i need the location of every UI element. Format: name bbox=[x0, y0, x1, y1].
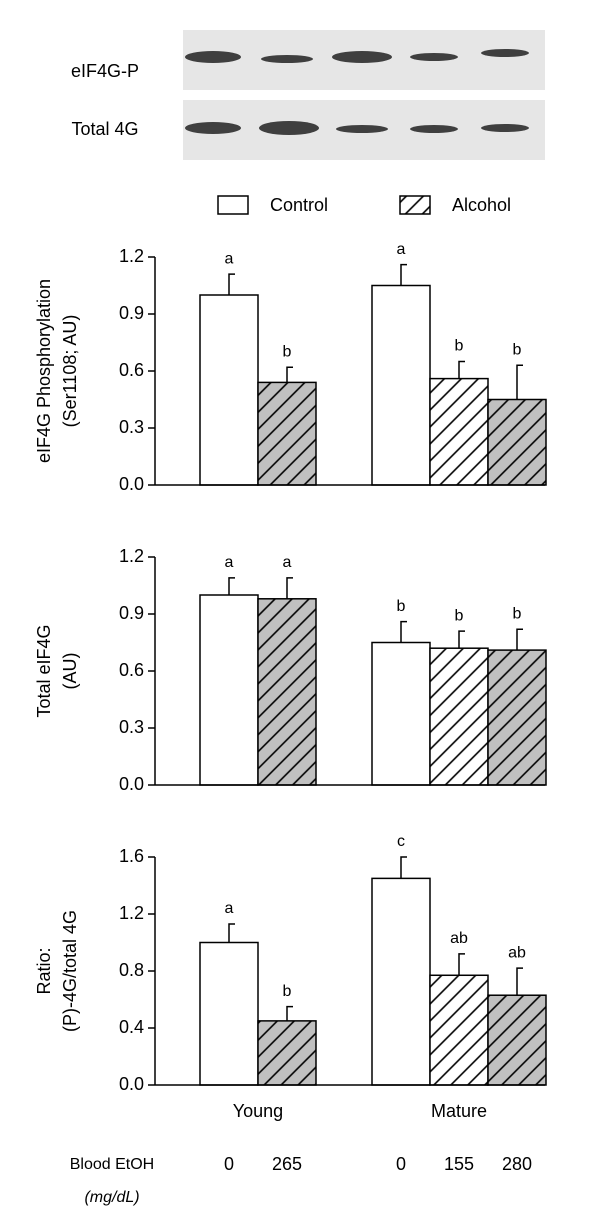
y-axis-label: (AU) bbox=[60, 653, 80, 690]
error-bar bbox=[516, 364, 523, 400]
dose-label: 265 bbox=[272, 1154, 302, 1174]
significance-letter: b bbox=[283, 983, 292, 1000]
y-tick-label: 0.8 bbox=[119, 960, 144, 980]
significance-letter: a bbox=[225, 900, 234, 917]
blot-label: Total 4G bbox=[71, 119, 138, 139]
y-tick-label: 0.0 bbox=[119, 1074, 144, 1094]
dose-label: 0 bbox=[224, 1154, 234, 1174]
legend-swatch bbox=[399, 195, 431, 215]
error-bar bbox=[458, 953, 465, 976]
bar bbox=[429, 974, 489, 1086]
bar-chart: Ratio: (P)-4G/total 4G0.00.40.81.21.6abca… bbox=[34, 833, 547, 1094]
blot-band bbox=[410, 53, 458, 61]
bar bbox=[199, 294, 259, 486]
bar bbox=[429, 377, 489, 486]
error-bar bbox=[458, 630, 465, 649]
dose-label: 0 bbox=[396, 1154, 406, 1174]
y-tick-label: 1.2 bbox=[119, 246, 144, 266]
legend-label: Control bbox=[270, 195, 328, 215]
y-tick-label: 1.2 bbox=[119, 903, 144, 923]
bar bbox=[199, 941, 259, 1086]
blot-band bbox=[185, 122, 241, 134]
blot-band bbox=[336, 125, 388, 133]
significance-letter: b bbox=[283, 343, 292, 360]
blot-label: eIF4G-P bbox=[71, 61, 139, 81]
significance-letter: a bbox=[225, 250, 234, 267]
bar bbox=[429, 647, 489, 786]
y-tick-label: 0.6 bbox=[119, 360, 144, 380]
significance-letter: ab bbox=[450, 930, 468, 947]
bar bbox=[199, 594, 259, 786]
y-tick-label: 0.9 bbox=[119, 303, 144, 323]
bar bbox=[371, 877, 431, 1086]
x-group-label: Mature bbox=[431, 1101, 487, 1121]
error-bar bbox=[286, 577, 293, 599]
blot-band bbox=[332, 51, 392, 63]
dose-row-label: Blood EtOH bbox=[70, 1156, 154, 1173]
significance-letter: c bbox=[397, 833, 405, 850]
error-bar bbox=[286, 1005, 293, 1021]
error-bar bbox=[228, 577, 235, 595]
significance-letter: a bbox=[397, 241, 406, 258]
error-bar bbox=[516, 967, 523, 996]
y-tick-label: 1.6 bbox=[119, 846, 144, 866]
significance-letter: a bbox=[225, 554, 234, 571]
western-blot: eIF4G-P Total 4G bbox=[71, 30, 545, 160]
y-axis-label: (P)-4G/total 4G bbox=[60, 910, 80, 1032]
y-axis-label: eIF4G Phosphorylation bbox=[34, 279, 54, 463]
y-tick-label: 0.9 bbox=[119, 603, 144, 623]
significance-letter: a bbox=[283, 554, 292, 571]
bar bbox=[257, 1020, 317, 1086]
blot-band bbox=[481, 49, 529, 57]
dose-unit: (mg/dL) bbox=[84, 1189, 139, 1206]
error-bar bbox=[516, 628, 523, 651]
bar bbox=[487, 649, 547, 786]
bar bbox=[371, 641, 431, 786]
y-tick-label: 1.2 bbox=[119, 546, 144, 566]
significance-letter: b bbox=[513, 342, 522, 359]
y-tick-label: 0.6 bbox=[119, 660, 144, 680]
bar bbox=[257, 598, 317, 786]
bar bbox=[371, 284, 431, 486]
bar-chart: Total eIF4G (AU) 0.0 0.3 0.6 0.9 1.2 a a b b b bbox=[34, 546, 547, 794]
bar bbox=[257, 381, 317, 486]
error-bar bbox=[458, 360, 465, 379]
legend-swatch bbox=[217, 195, 249, 215]
bar bbox=[487, 994, 547, 1086]
blot-band bbox=[481, 124, 529, 132]
dose-label: 280 bbox=[502, 1154, 532, 1174]
significance-letter: b bbox=[513, 605, 522, 622]
y-tick-label: 0.3 bbox=[119, 417, 144, 437]
error-bar bbox=[400, 263, 407, 286]
y-tick-label: 0.3 bbox=[119, 717, 144, 737]
legend-label: Alcohol bbox=[452, 195, 511, 215]
error-bar bbox=[400, 856, 407, 879]
blot-band bbox=[259, 121, 319, 135]
y-axis-label: Total eIF4G bbox=[34, 624, 54, 717]
significance-letter: b bbox=[455, 338, 464, 355]
significance-letter: b bbox=[397, 598, 406, 615]
y-axis-label: Ratio: bbox=[34, 947, 54, 994]
x-group-label: Young bbox=[233, 1101, 283, 1121]
error-bar bbox=[400, 620, 407, 643]
bar-chart: eIF4G Phosphorylation (Ser1108; AU) 0.0 0.3… bbox=[34, 241, 547, 494]
blot-band bbox=[410, 125, 458, 133]
significance-letter: b bbox=[455, 607, 464, 624]
y-axis-label: (Ser1108; AU) bbox=[60, 315, 80, 428]
y-tick-label: 0.0 bbox=[119, 774, 144, 794]
error-bar bbox=[228, 923, 235, 943]
bar bbox=[487, 398, 547, 486]
blot-band bbox=[185, 51, 241, 63]
dose-label: 155 bbox=[444, 1154, 474, 1174]
y-tick-label: 0.0 bbox=[119, 474, 144, 494]
significance-letter: ab bbox=[508, 944, 526, 961]
error-bar bbox=[286, 366, 293, 383]
error-bar bbox=[228, 273, 235, 295]
y-tick-label: 0.4 bbox=[119, 1017, 144, 1037]
blot-band bbox=[261, 55, 313, 63]
